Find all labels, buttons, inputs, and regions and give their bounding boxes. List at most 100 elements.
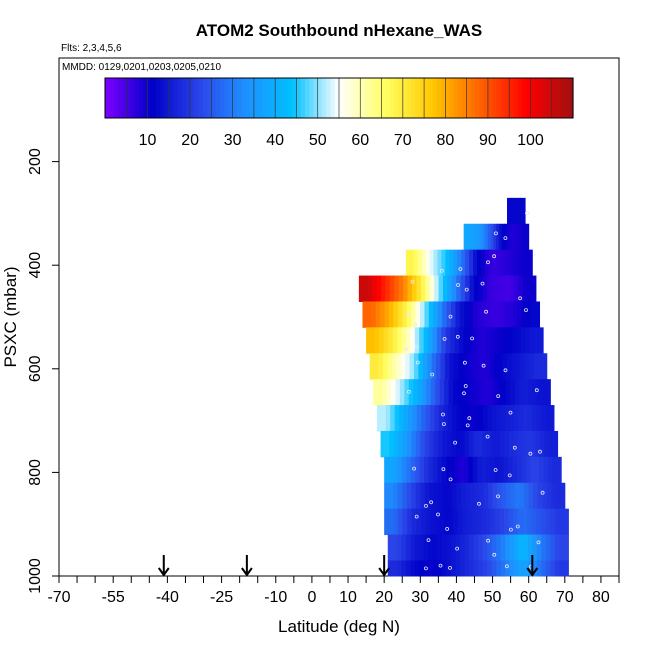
heatmap-cell <box>541 379 547 406</box>
heatmap-cell <box>509 223 513 251</box>
heatmap-cell <box>486 430 492 458</box>
colorbar-swatch <box>534 78 540 118</box>
heatmap-cell <box>485 456 491 484</box>
heatmap-cell <box>423 456 429 484</box>
heatmap-cell <box>402 430 408 458</box>
heatmap-cell <box>370 327 376 354</box>
heatmap-cell <box>405 249 411 277</box>
heatmap-cell <box>531 430 536 458</box>
heatmap-cell <box>476 508 482 536</box>
heatmap-cells <box>358 197 569 577</box>
heatmap-cell <box>433 430 439 458</box>
colorbar-tick-label: 70 <box>394 132 412 149</box>
heatmap-cell <box>464 430 470 458</box>
heatmap-cell <box>514 379 520 406</box>
heatmap-cell <box>451 482 457 510</box>
heatmap-cell <box>524 353 530 380</box>
heatmap-cell <box>460 560 466 577</box>
heatmap-cell <box>527 405 533 432</box>
heatmap-cell <box>366 327 372 354</box>
heatmap-cell <box>514 560 520 577</box>
colorbar-swatch <box>428 78 434 118</box>
colorbar-swatch <box>241 78 246 118</box>
heatmap-cell <box>426 379 432 406</box>
heatmap-cell <box>413 379 419 406</box>
colorbar-swatch <box>458 78 463 118</box>
heatmap-cell <box>447 275 453 302</box>
heatmap-cell <box>526 508 533 536</box>
colorbar-swatch <box>164 78 170 118</box>
heatmap-cell <box>453 508 459 536</box>
sample-marker <box>503 236 508 241</box>
heatmap-cell <box>367 275 373 302</box>
heatmap-cell <box>393 508 399 536</box>
heatmap-cell <box>457 379 463 406</box>
heatmap-cell <box>404 379 410 406</box>
heatmap-cell <box>509 560 515 577</box>
heatmap-cell <box>521 327 526 354</box>
heatmap-cell <box>530 456 536 484</box>
heatmap-cell <box>492 482 498 510</box>
heatmap-cell <box>499 456 505 484</box>
heatmap-cell <box>505 560 511 577</box>
colorbar-swatch <box>139 78 144 118</box>
heatmap-cell <box>469 405 475 432</box>
heatmap-cell <box>428 301 434 328</box>
heatmap-cell <box>407 275 413 302</box>
colorbar-swatch <box>211 78 217 118</box>
flight-arrow <box>157 555 170 577</box>
flights-note: Flts: 2,3,4,5,6 <box>61 43 122 54</box>
heatmap-cell <box>389 430 395 458</box>
heatmap-cell <box>494 327 500 354</box>
colorbar-tick-label: 20 <box>181 132 199 149</box>
heatmap-cell <box>528 249 533 277</box>
colorbar-swatch <box>568 78 574 118</box>
heatmap-cell <box>363 275 369 302</box>
sample-marker <box>430 372 435 377</box>
colorbar-swatch <box>560 78 566 118</box>
heatmap-cell <box>420 430 426 458</box>
heatmap-cell <box>472 456 478 484</box>
heatmap-cell <box>366 301 372 328</box>
colorbar-swatch <box>504 78 510 118</box>
heatmap-cell <box>425 508 431 536</box>
heatmap-cell <box>427 353 433 380</box>
colorbar-swatch <box>407 78 412 118</box>
heatmap-cell <box>443 405 449 432</box>
heatmap-cell <box>430 508 436 536</box>
heatmap-cell <box>536 508 542 536</box>
heatmap-cell <box>384 456 390 484</box>
heatmap-cell <box>393 482 399 510</box>
heatmap-cell <box>419 327 425 354</box>
heatmap-cell <box>392 534 398 561</box>
heatmap-cell <box>474 223 478 251</box>
heatmap-cell <box>497 379 503 406</box>
colorbar-swatch <box>411 78 417 118</box>
heatmap-cell <box>540 405 546 432</box>
heatmap-cell <box>464 534 470 561</box>
heatmap-cell <box>485 327 491 354</box>
colorbar-swatch <box>487 78 493 118</box>
heatmap-cell <box>526 301 532 328</box>
heatmap-cell <box>479 223 484 251</box>
heatmap-cell <box>503 327 509 354</box>
colorbar-swatch <box>466 78 472 118</box>
heatmap-cell <box>389 301 394 328</box>
x-axis-label: Latitude (deg N) <box>278 617 400 636</box>
heatmap-cell <box>510 379 516 406</box>
heatmap-cell <box>519 379 525 406</box>
sample-marker <box>412 466 417 471</box>
heatmap-cell <box>549 405 555 432</box>
heatmap-cell <box>456 405 462 432</box>
sample-marker <box>492 552 497 557</box>
heatmap-cell <box>454 327 460 354</box>
heatmap-cell <box>514 534 520 561</box>
heatmap-cell <box>499 508 505 536</box>
heatmap-cell <box>532 379 538 406</box>
sample-marker <box>493 468 498 472</box>
colorbar-swatch <box>496 78 502 118</box>
colorbar-swatch <box>483 78 489 118</box>
heatmap-cell <box>503 456 509 484</box>
heatmap-cell <box>439 508 445 536</box>
heatmap-cell <box>455 560 461 577</box>
